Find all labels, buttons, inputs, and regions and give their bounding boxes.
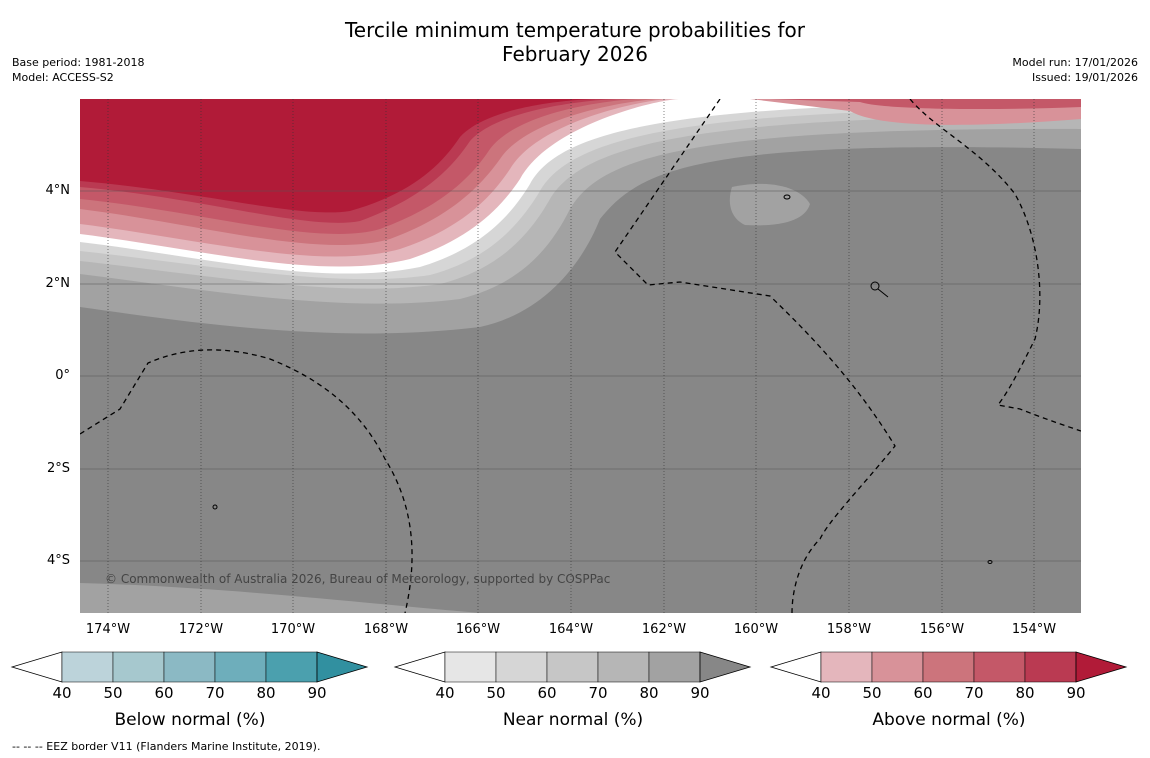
eez-border-east — [909, 99, 1081, 432]
lon-label-174w: 174°W — [85, 622, 131, 637]
lon-label-170w: 170°W — [270, 622, 316, 637]
island-4 — [212, 504, 218, 510]
colorbar-above-segment-2 — [871, 651, 924, 683]
colorbar-near-segments — [393, 651, 752, 683]
cb-near-tick-70: 70 — [588, 684, 608, 702]
eez-footnote: -- -- -- EEZ border V11 (Flanders Marine… — [12, 740, 321, 753]
colorbar-near — [393, 651, 752, 683]
colorbar-above-segment-1 — [820, 651, 873, 683]
eez-borders — [80, 99, 1081, 613]
colorbar-below-segment-4 — [214, 651, 267, 683]
cb-above-tick-40: 40 — [811, 684, 831, 702]
lat-label-2n: 2°N — [45, 276, 71, 291]
colorbar-below-low-extend — [10, 651, 63, 683]
model-name: Model: ACCESS-S2 — [12, 71, 114, 84]
near-normal-island — [729, 183, 810, 226]
cb-below-label: Below normal (%) — [114, 710, 266, 730]
map-title: Tercile minimum temperature probabilitie… — [0, 18, 1150, 66]
cb-near-tick-50: 50 — [486, 684, 506, 702]
cb-above-tick-50: 50 — [862, 684, 882, 702]
model-run: Model run: 17/01/2026 — [1012, 56, 1138, 69]
colorbar-above-low-extend — [769, 651, 822, 683]
lon-label-166w: 166°W — [455, 622, 501, 637]
lon-label-172w: 172°W — [178, 622, 224, 637]
colorbar-below-segment-3 — [163, 651, 216, 683]
cb-above-tick-90: 90 — [1066, 684, 1086, 702]
cb-below-tick-70: 70 — [205, 684, 225, 702]
colorbar-above — [769, 651, 1128, 683]
cb-above-tick-80: 80 — [1015, 684, 1035, 702]
base-period: Base period: 1981-2018 — [12, 56, 145, 69]
lon-label-154w: 154°W — [1011, 622, 1057, 637]
colorbar-near-high-extend — [699, 651, 752, 683]
colorbar-above-segment-3 — [922, 651, 975, 683]
colorbar-near-segment-2 — [495, 651, 548, 683]
cb-near-tick-40: 40 — [435, 684, 455, 702]
colorbar-near-low-extend — [393, 651, 446, 683]
lat-label-4n: 4°N — [45, 183, 71, 198]
colorbar-above-high-extend — [1075, 651, 1128, 683]
cb-below-tick-60: 60 — [154, 684, 174, 702]
cb-below-tick-90: 90 — [307, 684, 327, 702]
colorbar-below-segment-5 — [265, 651, 318, 683]
islands — [212, 194, 993, 564]
lon-label-162w: 162°W — [641, 622, 687, 637]
lon-label-156w: 156°W — [919, 622, 965, 637]
colorbar-below — [10, 651, 369, 683]
lat-label-2s: 2°S — [46, 461, 70, 476]
colorbar-above-segment-4 — [973, 651, 1026, 683]
title-line-2: February 2026 — [502, 42, 648, 66]
eez-border-west — [80, 349, 413, 613]
lon-label-168w: 168°W — [363, 622, 409, 637]
lon-label-164w: 164°W — [548, 622, 594, 637]
near-normal-band-south — [80, 583, 480, 613]
map-copyright: © Commonwealth of Australia 2026, Bureau… — [105, 572, 611, 586]
lat-gridlines — [80, 190, 1081, 562]
colorbar-below-high-extend — [316, 651, 369, 683]
colorbar-near-segment-5 — [648, 651, 701, 683]
colorbar-near-segment-3 — [546, 651, 599, 683]
colorbar-near-segment-1 — [444, 651, 497, 683]
colorbar-above-segments — [769, 651, 1128, 683]
lon-label-160w: 160°W — [733, 622, 779, 637]
cb-below-tick-50: 50 — [103, 684, 123, 702]
above-normal-70-east — [770, 99, 1081, 110]
issued-date: Issued: 19/01/2026 — [1031, 71, 1138, 84]
cb-near-tick-80: 80 — [639, 684, 659, 702]
colorbar-near-segment-4 — [597, 651, 650, 683]
colorbar-above-segment-5 — [1024, 651, 1077, 683]
map-canvas — [80, 99, 1081, 613]
colorbar-below-segments — [10, 651, 369, 683]
cb-near-label: Near normal (%) — [502, 710, 644, 730]
above-normal-90 — [80, 99, 600, 213]
cb-below-tick-80: 80 — [256, 684, 276, 702]
cb-above-label: Above normal (%) — [872, 710, 1026, 730]
colorbar-below-segment-2 — [112, 651, 165, 683]
meta-left: Base period: 1981-2018 Model: ACCESS-S2 — [12, 55, 144, 85]
colorbar-below-segment-1 — [61, 651, 114, 683]
cb-above-tick-70: 70 — [964, 684, 984, 702]
lon-label-158w: 158°W — [826, 622, 872, 637]
eez-border-central — [614, 99, 896, 613]
island-5 — [987, 560, 993, 564]
island-2 — [870, 281, 880, 291]
cb-near-tick-90: 90 — [690, 684, 710, 702]
cb-below-tick-40: 40 — [52, 684, 72, 702]
cb-above-tick-60: 60 — [913, 684, 933, 702]
cb-near-tick-60: 60 — [537, 684, 557, 702]
title-line-1: Tercile minimum temperature probabilitie… — [344, 18, 806, 42]
lat-label-4s: 4°S — [46, 553, 70, 568]
meta-right: Model run: 17/01/2026 Issued: 19/01/2026 — [1012, 55, 1138, 85]
island-1 — [783, 194, 791, 200]
lat-label-0: 0° — [55, 368, 70, 383]
island-3 — [877, 288, 889, 298]
